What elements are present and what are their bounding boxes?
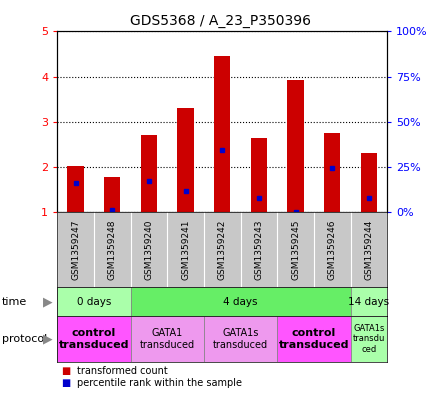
- Bar: [287, 80, 304, 212]
- Text: ▶: ▶: [43, 295, 53, 308]
- Text: GSM1359240: GSM1359240: [144, 219, 154, 280]
- Bar: [131, 287, 351, 316]
- Text: GSM1359247: GSM1359247: [71, 219, 80, 280]
- Text: control
transduced: control transduced: [59, 328, 129, 350]
- Text: 0 days: 0 days: [77, 297, 111, 307]
- Bar: [351, 287, 387, 316]
- Bar: [141, 135, 157, 212]
- Text: ■: ■: [62, 378, 71, 388]
- Text: ■: ■: [62, 366, 71, 376]
- Text: time: time: [2, 297, 27, 307]
- Text: GSM1359241: GSM1359241: [181, 219, 190, 280]
- Text: GSM1359248: GSM1359248: [108, 219, 117, 280]
- Bar: [324, 133, 341, 212]
- Text: GSM1359242: GSM1359242: [218, 219, 227, 280]
- Text: 4 days: 4 days: [223, 297, 258, 307]
- Text: GATA1
transduced: GATA1 transduced: [139, 328, 195, 350]
- Text: GSM1359243: GSM1359243: [254, 219, 264, 280]
- Bar: [177, 108, 194, 212]
- Bar: [131, 316, 204, 362]
- Text: control
transduced: control transduced: [279, 328, 349, 350]
- Text: GSM1359245: GSM1359245: [291, 219, 300, 280]
- Text: 14 days: 14 days: [348, 297, 389, 307]
- Bar: [57, 287, 131, 316]
- Text: ▶: ▶: [43, 332, 53, 345]
- Text: GATA1s
transdu
ced: GATA1s transdu ced: [353, 324, 385, 354]
- Bar: [361, 153, 377, 212]
- Text: percentile rank within the sample: percentile rank within the sample: [77, 378, 242, 388]
- Text: GSM1359246: GSM1359246: [328, 219, 337, 280]
- Text: GATA1s
transduced: GATA1s transduced: [213, 328, 268, 350]
- Bar: [277, 316, 351, 362]
- Bar: [204, 316, 277, 362]
- Bar: [251, 138, 267, 212]
- Text: GDS5368 / A_23_P350396: GDS5368 / A_23_P350396: [129, 14, 311, 28]
- Bar: [351, 316, 387, 362]
- Text: GSM1359244: GSM1359244: [364, 219, 374, 280]
- Bar: [67, 166, 84, 212]
- Bar: [104, 177, 121, 212]
- Text: transformed count: transformed count: [77, 366, 168, 376]
- Bar: [57, 316, 131, 362]
- Text: protocol: protocol: [2, 334, 48, 344]
- Bar: [214, 56, 231, 212]
